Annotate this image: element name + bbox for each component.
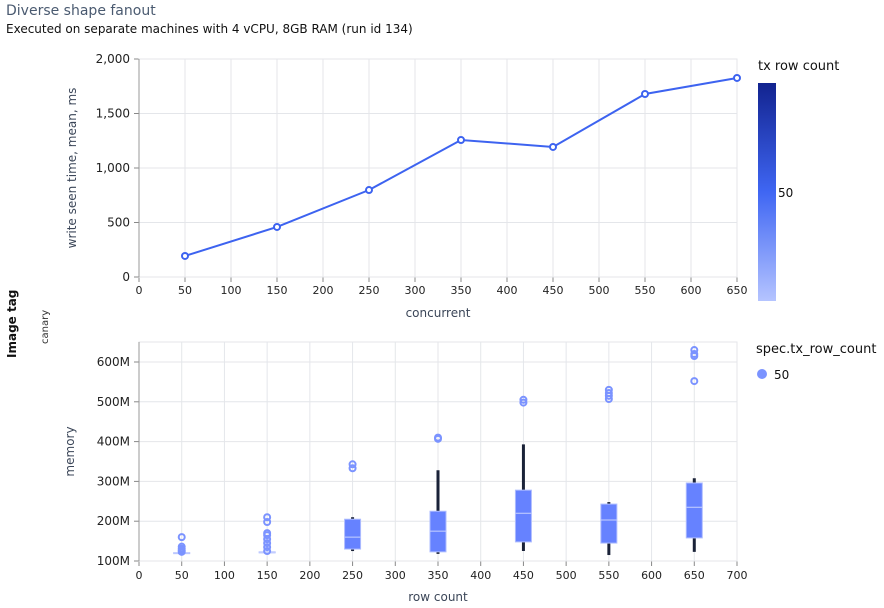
- color-legend-label: 50: [778, 186, 793, 200]
- y-axis-title: write seen time, mean, ms: [65, 88, 79, 249]
- x-tick-label: 500: [589, 284, 610, 297]
- box-plot-group[interactable]: [258, 513, 276, 556]
- outlier-point[interactable]: [519, 398, 528, 407]
- data-point[interactable]: [365, 186, 373, 195]
- outlier-point[interactable]: [434, 434, 442, 443]
- x-tick-label: 250: [359, 284, 380, 297]
- line-chart: 0 50 100 150 200 250 300 350 400 450 500 550 600 650 0…: [65, 52, 748, 320]
- outlier-point[interactable]: [348, 460, 357, 469]
- x-tick-label: 0: [136, 569, 143, 582]
- y-tick-label: 500M: [97, 395, 130, 409]
- data-point[interactable]: [457, 135, 465, 144]
- outlier-point[interactable]: [690, 377, 699, 386]
- data-point[interactable]: [181, 251, 189, 260]
- x-tick-label: 700: [727, 569, 748, 582]
- outlier-point[interactable]: [263, 539, 272, 548]
- y-tick-label: 1,000: [96, 161, 130, 175]
- y-tick-label: 1,500: [96, 107, 130, 121]
- color-legend: tx row count 50: [758, 59, 839, 301]
- symbol-legend-title: spec.tx_row_count: [756, 342, 876, 357]
- y-tick-label: 200M: [97, 514, 130, 528]
- data-point[interactable]: [641, 89, 649, 98]
- x-tick-label: 100: [221, 284, 242, 297]
- x-tick-label: 150: [257, 569, 278, 582]
- y-tick-label: 400M: [97, 435, 130, 449]
- outlier-point[interactable]: [263, 543, 272, 552]
- x-tick-label: 150: [267, 284, 288, 297]
- outlier-point[interactable]: [263, 547, 272, 556]
- x-tick-label: 350: [451, 284, 472, 297]
- x-tick-label: 50: [175, 569, 189, 582]
- x-tick-label: 400: [470, 569, 491, 582]
- box-plot-group[interactable]: [173, 533, 191, 556]
- x-axis-title: row count: [408, 590, 468, 604]
- symbol-legend: spec.tx_row_count 50: [756, 342, 876, 382]
- x-tick-label: 250: [342, 569, 363, 582]
- box-plot-group[interactable]: [429, 433, 447, 554]
- x-tick-label: 600: [641, 569, 662, 582]
- x-tick-label: 350: [428, 569, 449, 582]
- y-tick-label: 2,000: [96, 52, 130, 66]
- outlier-point[interactable]: [519, 395, 528, 404]
- chart-title: Diverse shape fanout: [6, 3, 156, 19]
- box: [685, 482, 703, 539]
- y-tick-label: 300M: [97, 474, 130, 488]
- data-point[interactable]: [733, 73, 741, 82]
- data-point[interactable]: [549, 142, 557, 151]
- outlier-point[interactable]: [263, 517, 272, 526]
- legend-circle-icon: [757, 369, 767, 379]
- x-tick-label: 650: [727, 284, 748, 297]
- x-tick-label: 0: [136, 284, 143, 297]
- y-axis-title: memory: [63, 426, 77, 476]
- x-tick-label: 600: [681, 284, 702, 297]
- box: [600, 503, 618, 544]
- x-tick-label: 550: [635, 284, 656, 297]
- outlier-point[interactable]: [263, 513, 272, 522]
- x-tick-label: 450: [513, 569, 534, 582]
- y-tick-label: 0: [122, 270, 130, 284]
- symbol-legend-label: 50: [774, 368, 789, 382]
- color-gradient-bar: [758, 83, 776, 301]
- box-plot-group[interactable]: [685, 346, 703, 552]
- outlier-point[interactable]: [604, 391, 613, 400]
- x-tick-label: 400: [497, 284, 518, 297]
- y-tick-label: 100M: [97, 554, 130, 568]
- box: [514, 489, 532, 543]
- chart-subtitle: Executed on separate machines with 4 vCP…: [6, 22, 413, 36]
- outlier-point[interactable]: [177, 547, 186, 556]
- x-tick-label: 450: [543, 284, 564, 297]
- box: [344, 518, 362, 550]
- x-tick-label: 200: [299, 569, 320, 582]
- outlier-point[interactable]: [263, 531, 272, 540]
- y-tick-label: 600M: [97, 355, 130, 369]
- outlier-point[interactable]: [263, 535, 272, 544]
- data-point[interactable]: [273, 222, 281, 231]
- outlier-point[interactable]: [604, 395, 613, 404]
- outlier-point[interactable]: [348, 464, 357, 473]
- x-tick-label: 200: [313, 284, 334, 297]
- x-tick-label: 300: [405, 284, 426, 297]
- x-tick-label: 100: [214, 569, 235, 582]
- x-tick-label: 550: [598, 569, 619, 582]
- box-plot-group[interactable]: [514, 395, 532, 552]
- box-plot-group[interactable]: [344, 460, 362, 552]
- x-tick-label: 500: [556, 569, 577, 582]
- outlier-point[interactable]: [690, 352, 699, 361]
- x-tick-label: 50: [178, 284, 192, 297]
- outlier-point[interactable]: [177, 533, 186, 542]
- facet-title: Image tag: [5, 290, 19, 358]
- color-legend-title: tx row count: [758, 59, 839, 74]
- box-plot-chart: 0 50 100 150 200 250 300 350 400 450 500 550 600 650 7…: [63, 341, 748, 604]
- box-plot-group[interactable]: [600, 385, 618, 556]
- x-axis-title: concurrent: [406, 306, 471, 320]
- y-tick-label: 500: [107, 216, 130, 230]
- facet-label: canary: [40, 310, 51, 344]
- x-tick-label: 300: [385, 569, 406, 582]
- x-tick-label: 650: [684, 569, 705, 582]
